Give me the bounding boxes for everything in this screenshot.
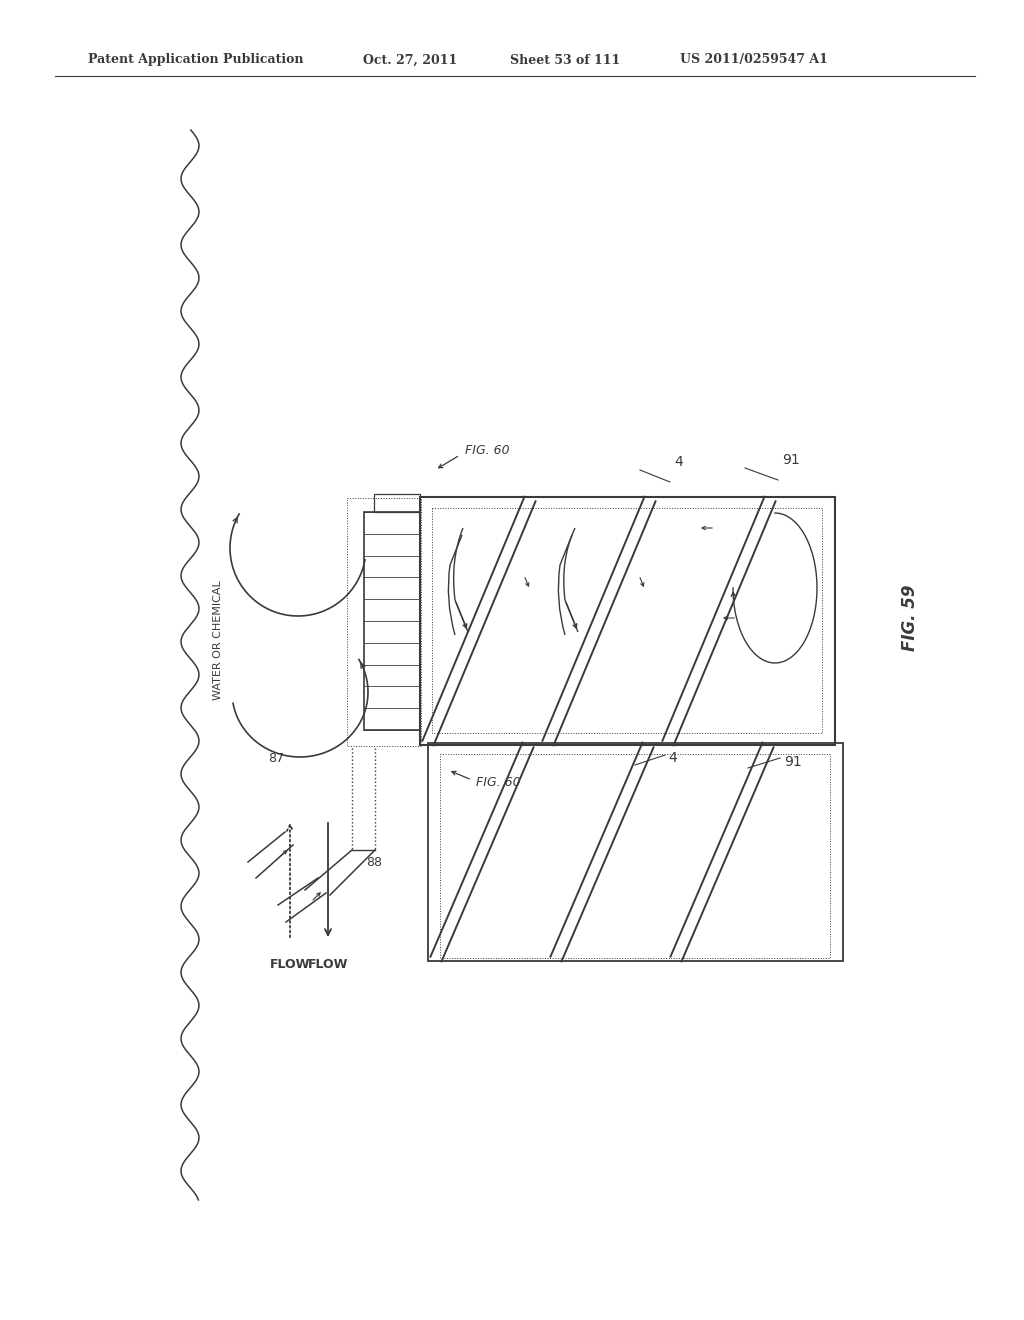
Bar (428, 743, 843, 961)
Bar (364, 512, 420, 730)
Text: FIG. 60: FIG. 60 (476, 776, 520, 788)
Text: Patent Application Publication: Patent Application Publication (88, 54, 303, 66)
Text: 4: 4 (674, 455, 683, 469)
Text: 91: 91 (784, 755, 802, 770)
Text: FLOW: FLOW (269, 958, 310, 972)
Bar (420, 498, 835, 744)
Text: US 2011/0259547 A1: US 2011/0259547 A1 (680, 54, 827, 66)
Text: 87: 87 (268, 751, 284, 764)
Text: Oct. 27, 2011: Oct. 27, 2011 (362, 54, 458, 66)
Text: FLOW: FLOW (308, 958, 348, 972)
Text: 4: 4 (668, 751, 677, 766)
Text: 91: 91 (782, 453, 800, 467)
Bar (374, 494, 420, 512)
Bar (432, 508, 822, 733)
Bar (440, 754, 830, 958)
Text: Sheet 53 of 111: Sheet 53 of 111 (510, 54, 621, 66)
Text: FIG. 59: FIG. 59 (901, 585, 919, 651)
Text: FIG. 60: FIG. 60 (465, 444, 510, 457)
Text: WATER OR CHEMICAL: WATER OR CHEMICAL (213, 579, 223, 700)
Text: 88: 88 (366, 855, 382, 869)
Bar (347, 498, 421, 746)
